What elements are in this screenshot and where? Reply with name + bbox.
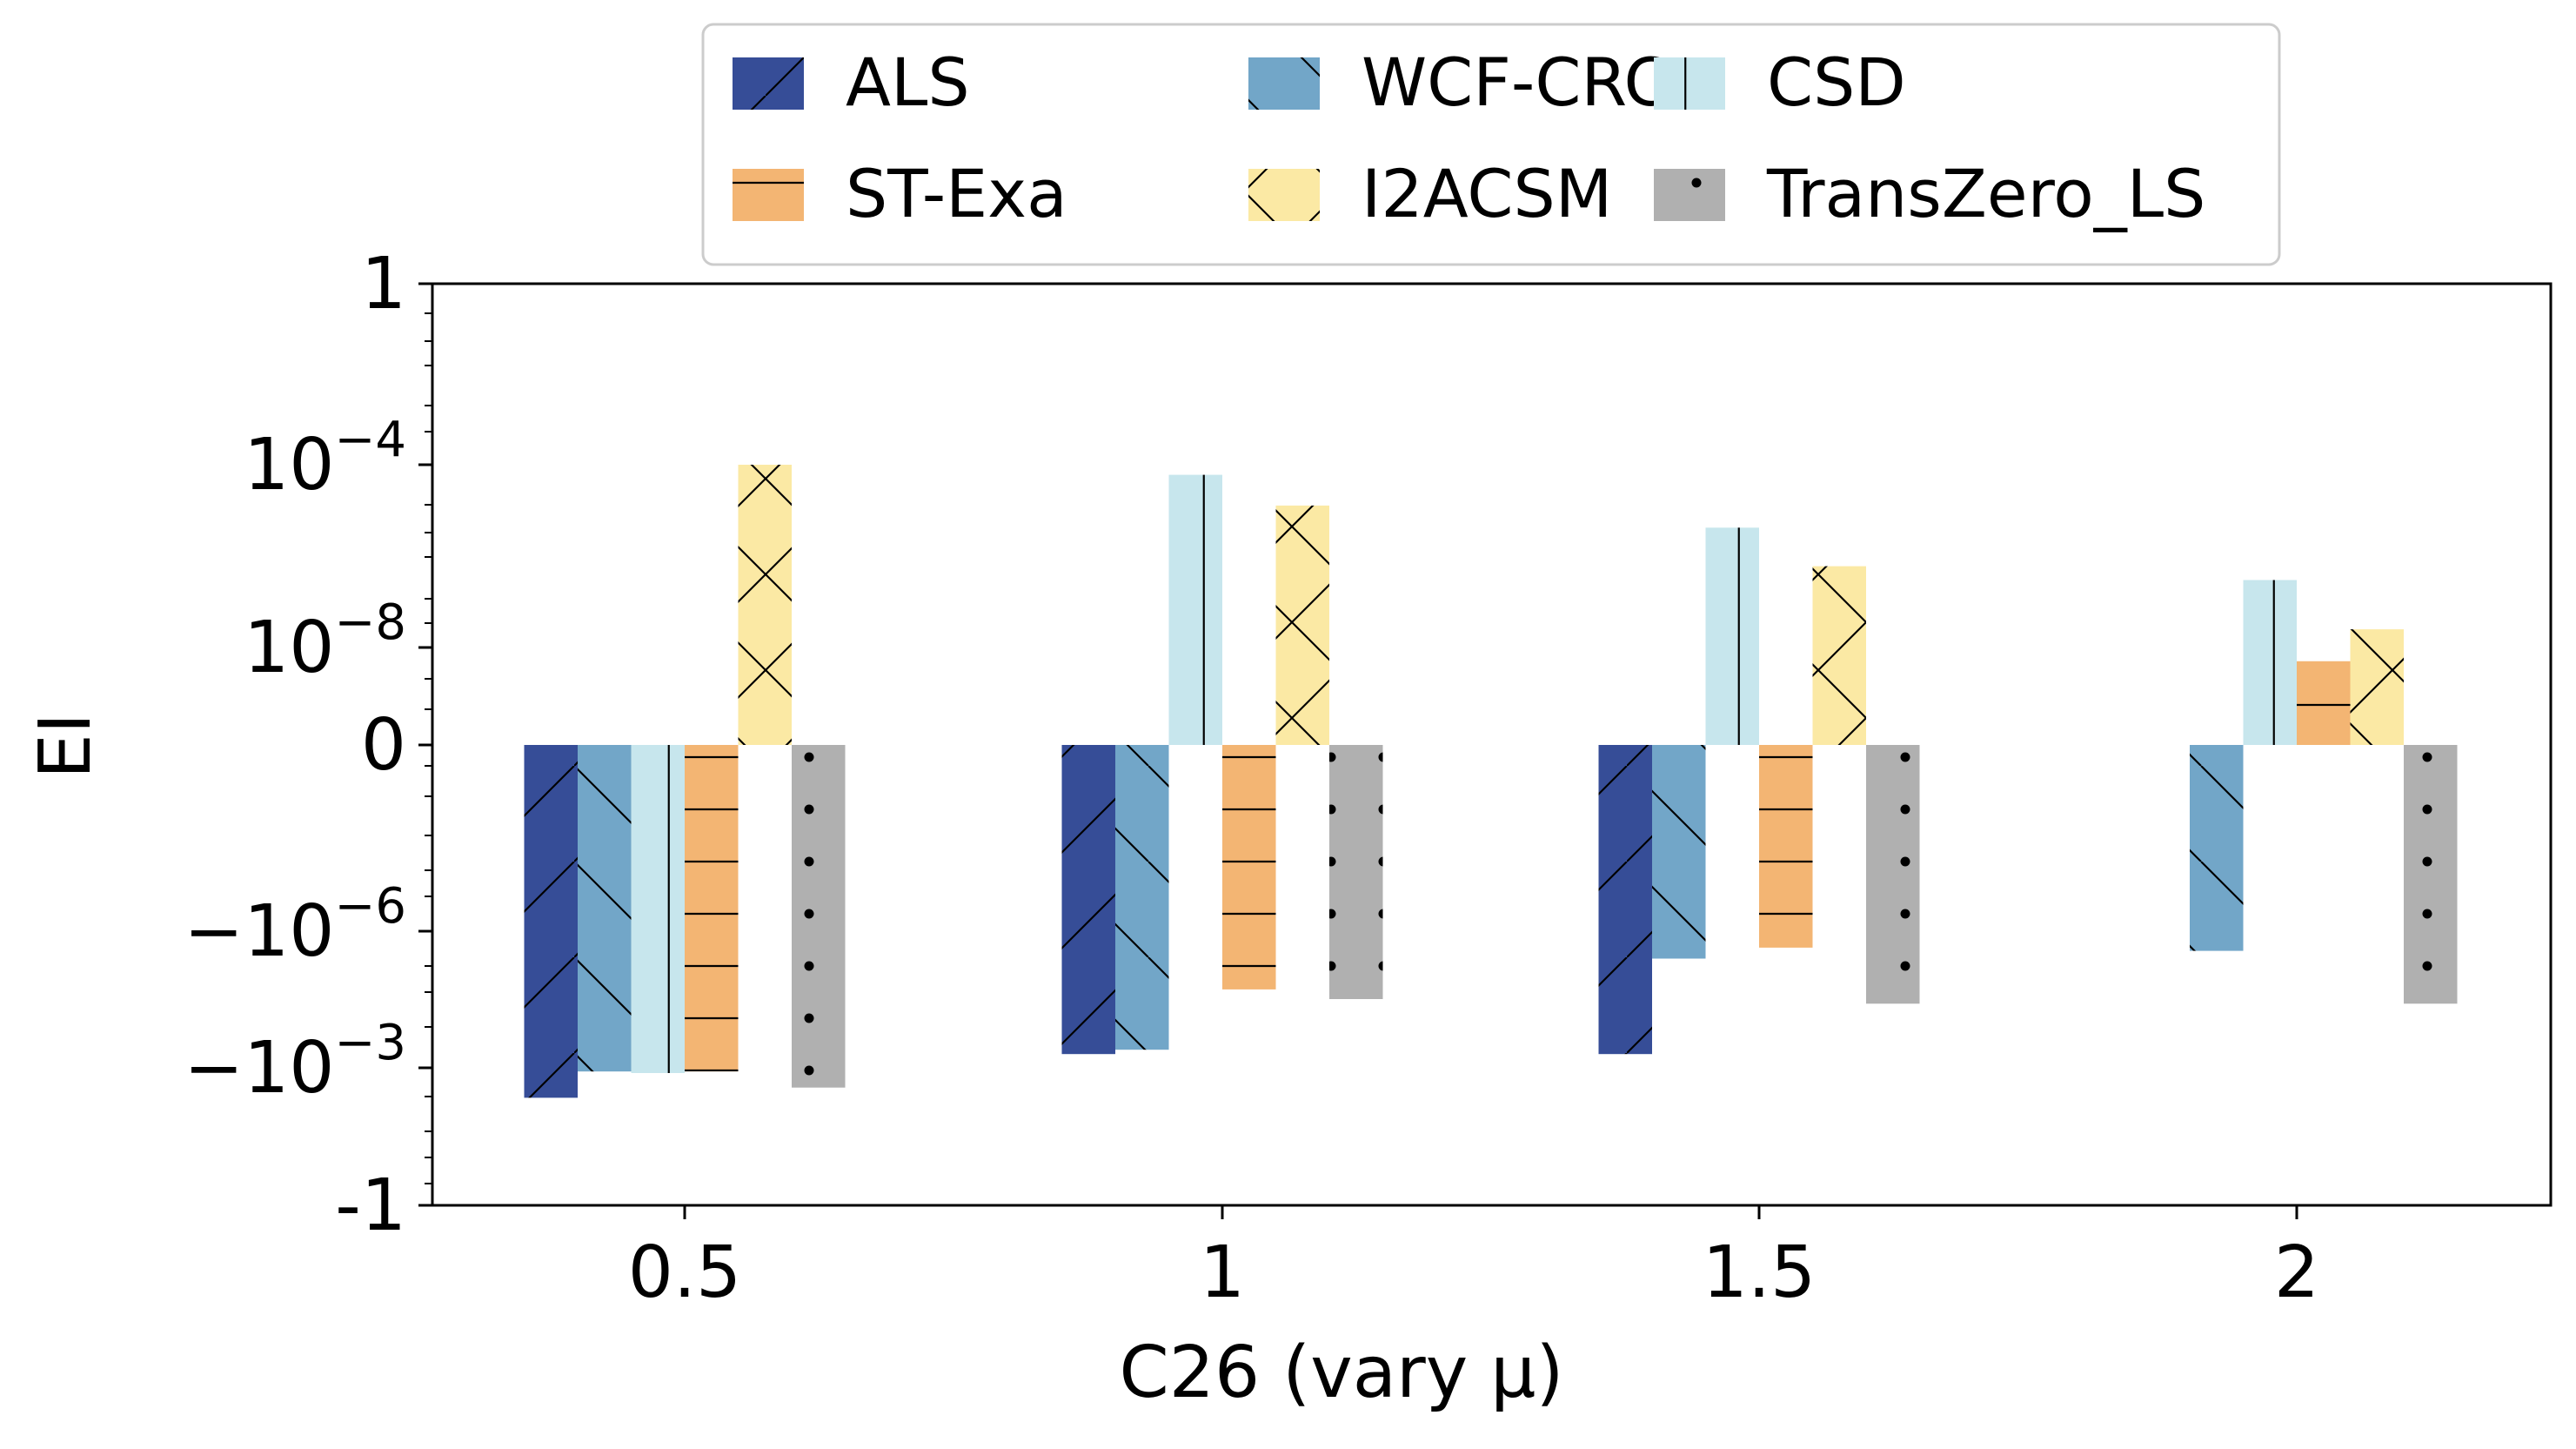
legend-label-wcf-crc: WCF-CRC — [1362, 44, 1670, 121]
bar-st-exa-1 — [1222, 745, 1276, 989]
bar-i2acsm-1_5 — [1812, 566, 1866, 745]
y-tick-label: −10−3 — [184, 1015, 406, 1110]
bar-als-0_5 — [524, 745, 578, 1098]
legend-label-i2acsm: I2ACSM — [1362, 155, 1612, 232]
x-tick-label: 1 — [1200, 1231, 1245, 1314]
legend-label-st-exa: ST-Exa — [846, 155, 1067, 232]
y-axis: 1 10−4 10−8 0 −10−6 −10−3 -1 — [184, 243, 432, 1247]
bar-csd-0_5 — [631, 745, 685, 1073]
bar-transzero-ls-1_5 — [1866, 745, 1920, 1004]
legend-swatch-transzero-ls — [1654, 169, 1725, 221]
legend-label-transzero-ls: TransZero_LS — [1766, 155, 2205, 232]
legend-label-csd: CSD — [1767, 44, 1906, 121]
bar-wcf-crc-1_5 — [1652, 745, 1706, 959]
legend-label-als: ALS — [846, 44, 970, 121]
bar-als-1 — [1061, 745, 1115, 1055]
y-tick-label: 10−4 — [244, 412, 406, 506]
bar-st-exa-2 — [2297, 661, 2351, 745]
y-tick-label: 0 — [361, 704, 406, 787]
bar-st-exa-1_5 — [1759, 745, 1813, 948]
y-tick-label: −10−6 — [184, 878, 406, 973]
bar-wcf-crc-0_5 — [578, 745, 632, 1072]
x-axis-label: C26 (vary μ) — [1120, 1332, 1564, 1414]
bar-i2acsm-0_5 — [738, 465, 792, 745]
y-tick-label: 1 — [361, 243, 406, 325]
bar-csd-1 — [1168, 474, 1222, 745]
legend-swatch-csd — [1654, 57, 1725, 110]
y-tick-label: -1 — [335, 1164, 406, 1247]
legend-swatch-wcf-crc — [1248, 57, 1320, 110]
bar-i2acsm-2 — [2350, 629, 2404, 745]
bar-transzero-ls-1 — [1329, 745, 1383, 999]
bar-transzero-ls-0_5 — [792, 745, 846, 1088]
bar-transzero-ls-2 — [2404, 745, 2458, 1004]
legend-swatch-i2acsm — [1248, 169, 1320, 221]
legend-frame — [701, 23, 2281, 266]
x-tick-label: 0.5 — [628, 1231, 741, 1314]
bar-csd-1_5 — [1705, 527, 1759, 745]
bar-wcf-crc-2 — [2190, 745, 2244, 951]
y-axis-label: EI — [24, 713, 107, 779]
bar-als-1_5 — [1598, 745, 1652, 1055]
x-tick-label: 2 — [2274, 1231, 2319, 1314]
y-tick-label: 10−8 — [244, 594, 406, 689]
bar-wcf-crc-1 — [1115, 745, 1169, 1050]
x-tick-label: 1.5 — [1703, 1231, 1816, 1314]
bar-i2acsm-1 — [1275, 505, 1329, 745]
legend-swatch-als — [733, 57, 804, 110]
bars — [524, 465, 2458, 1098]
bar-csd-2 — [2243, 580, 2297, 745]
legend: ALS WCF-CRC CSD ST-Exa I2ACSM TransZero_LS — [701, 23, 2281, 266]
x-axis: 0.5 1 1.5 2 — [628, 1205, 2319, 1314]
plot-area — [431, 282, 2553, 1207]
legend-swatch-st-exa — [733, 169, 804, 221]
bar-st-exa-0_5 — [685, 745, 739, 1072]
